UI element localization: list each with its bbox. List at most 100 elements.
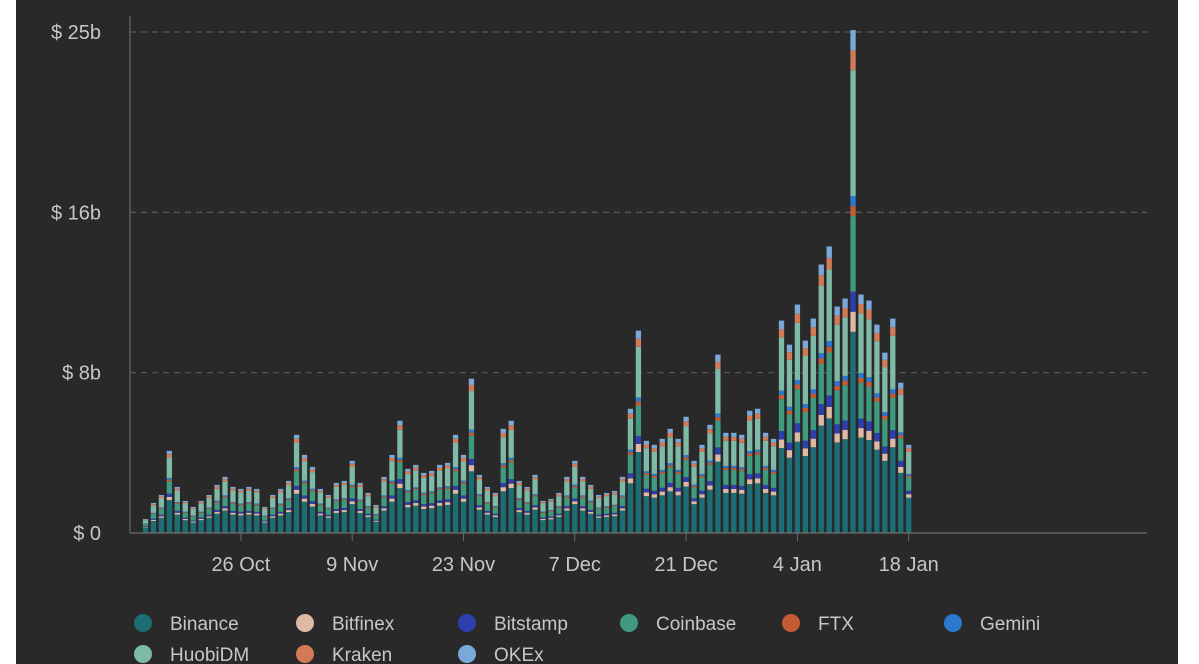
legend-item-coinbase[interactable]: Coinbase xyxy=(620,614,736,635)
bar-segment-kraken xyxy=(834,315,840,325)
bar-segment-okex xyxy=(214,484,220,487)
bar-5 xyxy=(182,500,188,533)
bar-segment-ftx xyxy=(794,384,801,390)
bar-33 xyxy=(405,468,411,533)
bar-segment-huobidm xyxy=(906,451,912,474)
bar-55 xyxy=(580,476,586,533)
bar-segment-kraken xyxy=(524,488,530,491)
bar-segment-gemini xyxy=(492,506,498,507)
bar-segment-ftx xyxy=(182,512,188,513)
bar-segment-kraken xyxy=(325,496,331,498)
legend-item-gemini[interactable]: Gemini xyxy=(944,614,1040,635)
bar-segment-bitstamp xyxy=(214,509,220,512)
bar-segment-kraken xyxy=(381,479,387,482)
bar-segment-gemini xyxy=(596,507,602,509)
bar-segment-coinbase xyxy=(874,401,880,433)
bar-segment-gemini xyxy=(460,480,467,483)
bar-segment-binance xyxy=(580,510,586,533)
bar-segment-huobidm xyxy=(842,317,848,376)
bar-segment-binance xyxy=(699,497,705,533)
bar-segment-kraken xyxy=(476,477,483,480)
legend-item-bitfinex[interactable]: Bitfinex xyxy=(296,614,395,635)
bar-segment-bitstamp xyxy=(492,513,498,516)
legend-item-bitstamp[interactable]: Bitstamp xyxy=(458,614,568,635)
bar-segment-kraken xyxy=(262,507,268,510)
bar-segment-bitfinex xyxy=(182,518,188,521)
legend-item-okex[interactable]: OKEx xyxy=(458,645,544,664)
bar-segment-gemini xyxy=(373,514,379,515)
bar-segment-kraken xyxy=(349,463,355,467)
bar-segment-coinbase xyxy=(619,497,626,507)
legend-item-binance[interactable]: Binance xyxy=(134,614,239,635)
bar-segment-kraken xyxy=(230,488,236,491)
bar-segment-binance xyxy=(309,506,316,533)
bar-segment-kraken xyxy=(484,488,490,491)
bar-segment-binance xyxy=(492,516,498,533)
bar-segment-huobidm xyxy=(373,507,379,515)
bar-segment-coinbase xyxy=(222,497,228,507)
legend-item-huobidm[interactable]: HuobiDM xyxy=(134,645,249,664)
bar-segment-binance xyxy=(484,514,490,533)
bar-segment-bitfinex xyxy=(484,512,490,515)
bar-segment-kraken xyxy=(516,482,522,486)
bar-segment-gemini xyxy=(405,490,411,492)
bar-25 xyxy=(341,480,347,533)
bar-segment-bitstamp xyxy=(762,484,769,489)
bar-segment-bitstamp xyxy=(580,506,586,509)
bar-segment-gemini xyxy=(906,473,912,476)
bar-43 xyxy=(484,486,490,533)
legend-item-kraken[interactable]: Kraken xyxy=(296,645,392,664)
bar-segment-binance xyxy=(452,493,459,533)
bar-segment-huobidm xyxy=(158,497,165,508)
bar-segment-binance xyxy=(675,495,681,533)
bar-segment-bitstamp xyxy=(786,442,793,451)
bar-segment-binance xyxy=(381,510,387,533)
bar-segment-ftx xyxy=(890,393,896,398)
bar-segment-bitstamp xyxy=(683,477,689,482)
bar-segment-bitfinex xyxy=(715,454,721,462)
bar-segment-bitfinex xyxy=(285,510,292,513)
bar-segment-binance xyxy=(858,437,864,533)
bar-segment-bitstamp xyxy=(357,508,363,511)
bar-segment-okex xyxy=(683,416,689,422)
bar-segment-okex xyxy=(309,466,316,470)
legend-label: Bitstamp xyxy=(494,614,568,635)
bar-segment-kraken xyxy=(826,257,832,270)
bar-segment-kraken xyxy=(556,494,562,497)
bar-segment-kraken xyxy=(548,500,554,502)
bar-segment-ftx xyxy=(389,482,395,484)
bar-segment-gemini xyxy=(301,480,308,483)
bar-segment-bitfinex xyxy=(556,515,562,517)
bar-segment-kraken xyxy=(317,490,324,493)
bar-69 xyxy=(691,460,697,533)
bar-segment-huobidm xyxy=(484,490,490,503)
bar-segment-huobidm xyxy=(381,481,387,496)
bar-segment-okex xyxy=(802,340,808,349)
legend-label: Gemini xyxy=(980,614,1040,635)
bar-20 xyxy=(301,454,308,533)
bar-segment-bitfinex xyxy=(444,502,451,505)
legend-item-ftx[interactable]: FTX xyxy=(782,614,854,635)
bar-54 xyxy=(572,460,578,533)
bar-segment-ftx xyxy=(198,512,204,513)
bar-segment-coinbase xyxy=(421,495,427,505)
bar-segment-binance xyxy=(182,520,188,533)
bar-segment-binance xyxy=(190,522,196,533)
bar-segment-okex xyxy=(898,382,904,389)
bar-segment-bitstamp xyxy=(429,503,435,506)
bar-segment-ftx xyxy=(341,499,347,501)
bar-segment-bitstamp xyxy=(397,479,403,484)
bar-segment-kraken xyxy=(715,361,721,369)
bar-segment-ftx xyxy=(365,506,371,508)
bar-segment-gemini xyxy=(150,512,157,514)
bar-92 xyxy=(874,324,880,533)
bar-segment-ftx xyxy=(174,503,180,504)
bar-segment-gemini xyxy=(413,487,419,489)
bar-segment-ftx xyxy=(818,358,824,364)
bar-segment-binance xyxy=(285,512,292,533)
bar-segment-ftx xyxy=(858,378,864,383)
bar-segment-okex xyxy=(413,464,419,468)
bar-segment-kraken xyxy=(365,494,371,497)
bar-85 xyxy=(818,264,824,533)
bar-segment-ftx xyxy=(778,394,785,400)
